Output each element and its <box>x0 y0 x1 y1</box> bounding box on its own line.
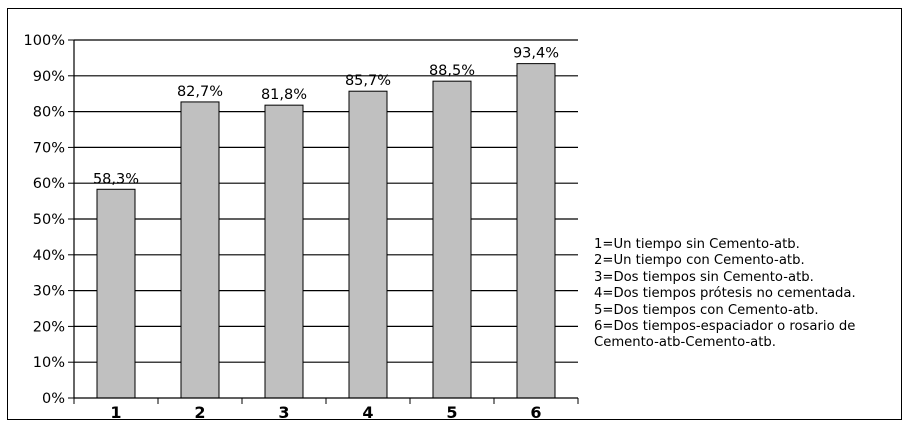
y-tick-label: 100% <box>24 33 65 49</box>
legend-item-6-cont: Cemento-atb-Cemento-atb. <box>594 335 776 351</box>
x-tick-label: 2 <box>194 403 205 422</box>
x-tick-label: 3 <box>278 403 289 422</box>
legend-item-2: 2=Un tiempo con Cemento-atb. <box>594 253 805 269</box>
x-tick-label: 1 <box>110 403 121 422</box>
y-tick-label: 90% <box>33 69 65 85</box>
data-label: 81,8% <box>261 87 307 103</box>
data-label: 58,3% <box>93 171 139 187</box>
legend-item-5: 5=Dos tiempos con Cemento-atb. <box>594 302 819 318</box>
y-axis: 0% 10% 20% 30% 40% 50% 60% 70% 80% 90% 100% <box>24 33 75 407</box>
y-tick-label: 0% <box>42 391 65 407</box>
legend-item-6: 6=Dos tiempos-espaciador o rosario de <box>594 319 856 335</box>
y-tick-label: 30% <box>33 284 65 300</box>
legend-item-4: 4=Dos tiempos prótesis no cementada. <box>594 286 856 302</box>
data-label: 82,7% <box>177 84 223 100</box>
bar-6 <box>516 63 556 399</box>
bar-1 <box>96 188 136 399</box>
data-labels: 58,3% 82,7% 81,8% 85,7% 88,5% 93,4% <box>93 46 559 188</box>
legend-item-1: 1=Un tiempo sin Cemento-atb. <box>594 237 800 252</box>
y-tick-label: 60% <box>33 176 65 192</box>
y-tick-label: 80% <box>33 105 65 121</box>
bars <box>96 63 556 399</box>
x-tick-label: 5 <box>446 403 457 422</box>
y-tick-label: 10% <box>33 355 65 371</box>
y-tick-label: 20% <box>33 319 65 335</box>
legend-item-3: 3=Dos tiempos sin Cemento-atb. <box>594 269 814 285</box>
x-tick-label: 6 <box>530 403 541 422</box>
data-label: 85,7% <box>345 73 391 89</box>
y-tick-label: 70% <box>33 140 65 156</box>
data-label: 88,5% <box>429 63 475 79</box>
data-label: 93,4% <box>513 46 559 62</box>
bar-2 <box>180 101 220 399</box>
bar-3 <box>264 104 304 399</box>
x-axis: 1 2 3 4 5 6 <box>73 397 579 422</box>
bar-4 <box>348 90 388 399</box>
legend: 1=Un tiempo sin Cemento-atb. 2=Un tiempo… <box>594 237 906 352</box>
x-tick-label: 4 <box>362 403 373 422</box>
y-tick-label: 40% <box>33 248 65 264</box>
y-tick-label: 50% <box>33 212 65 228</box>
gridlines <box>74 39 578 363</box>
bar-5 <box>432 80 472 399</box>
